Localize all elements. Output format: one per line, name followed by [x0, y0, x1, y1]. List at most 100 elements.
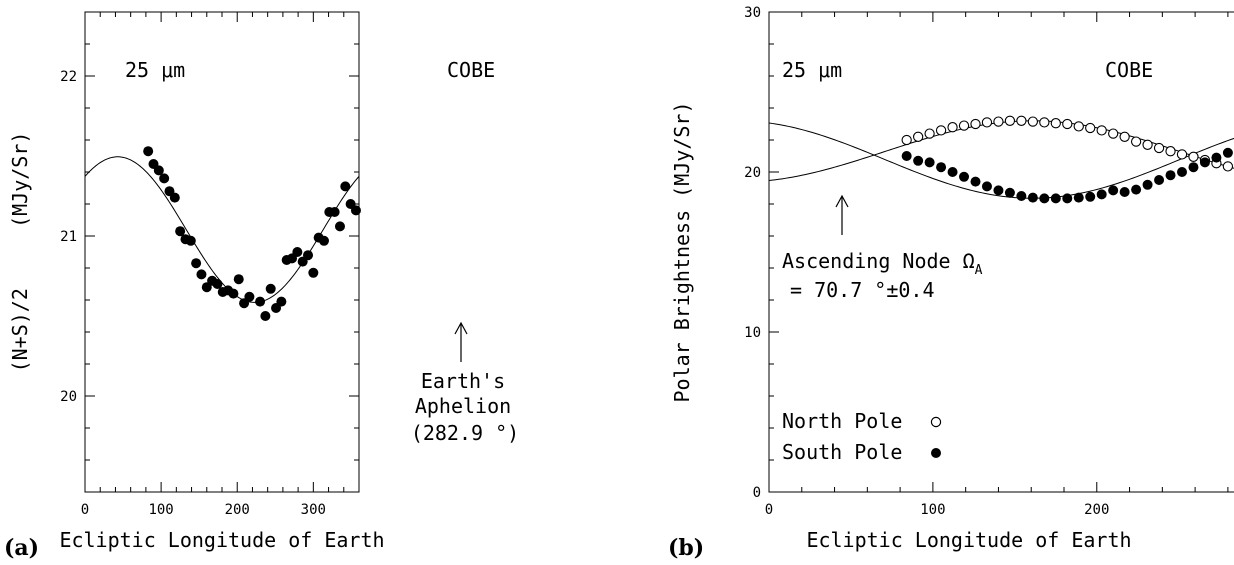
open-point-b: [1050, 118, 1061, 129]
legend-label-south-pole: South Pole: [782, 440, 902, 464]
open-point-b: [1142, 139, 1153, 150]
filled-point-a: [175, 226, 186, 237]
filled-point-b: [1004, 187, 1015, 198]
filled-point-b: [1062, 193, 1073, 204]
open-point-b: [1188, 151, 1199, 162]
filled-point-b: [1027, 192, 1038, 203]
filled-point-a: [255, 296, 266, 307]
ascending-node-arrow: [835, 194, 849, 235]
aphelion-arrow: [454, 321, 468, 362]
y-tick-label-a: 22: [60, 69, 77, 85]
x-axis-label-a: Ecliptic Longitude of Earth: [59, 528, 384, 552]
axes-b: 01002003000102030: [744, 5, 1229, 518]
y-tick-label-a: 20: [60, 389, 77, 405]
filled-point-b: [1142, 179, 1153, 190]
filled-point-a: [308, 267, 319, 278]
filled-point-b: [1050, 193, 1061, 204]
y-tick-label-b: 0: [753, 485, 761, 501]
open-point-b: [1096, 125, 1107, 136]
filled-point-a: [143, 146, 154, 157]
filled-point-b: [1119, 187, 1130, 197]
open-point-b: [1222, 161, 1234, 172]
model-curves-a: [84, 156, 360, 303]
filled-point-a: [159, 173, 170, 184]
filled-point-b: [1199, 157, 1210, 168]
filled-point-b: [993, 185, 1004, 196]
filled-point-a: [265, 283, 276, 294]
open-point-b: [924, 128, 935, 139]
panel-a: 0 100 200 300 20 21 22 25 μm COBE Earth's Aphe…: [4, 11, 519, 561]
instrument-label-a: COBE: [447, 58, 495, 82]
open-point-b: [1039, 117, 1050, 128]
wavelength-label-b: 25 μm: [782, 58, 842, 82]
ascending-node-label: Ascending Node ΩA: [782, 249, 983, 278]
filled-point-a: [153, 165, 164, 176]
open-point-b: [1085, 122, 1096, 134]
open-point-b: [958, 120, 970, 131]
filled-point-a: [169, 192, 180, 203]
y-tick-label-a: 21: [60, 229, 77, 245]
plot-frame-a: [84, 11, 360, 493]
open-point-b: [970, 118, 981, 130]
filled-point-b: [1222, 147, 1233, 158]
filled-point-a: [228, 288, 239, 299]
filled-point-a: [292, 247, 303, 257]
filled-point-b: [924, 157, 935, 168]
y-tick-label-b: 20: [744, 165, 761, 181]
filled-point-b: [1154, 175, 1165, 185]
filled-point-b: [959, 171, 970, 182]
filled-point-b: [981, 181, 992, 192]
filled-point-b: [901, 151, 912, 161]
filled-point-a: [276, 296, 287, 307]
legend-marker-south-pole: [931, 448, 941, 458]
open-point-b: [1027, 116, 1039, 127]
y-axis-label-a: (N+S)/2 (MJy/Sr): [8, 132, 32, 373]
filled-point-b: [1131, 184, 1142, 195]
panel-b: 01002003000102030 25 μm COBE Ascending N…: [668, 5, 1234, 561]
filled-point-b: [1211, 152, 1222, 163]
filled-point-a: [244, 291, 255, 302]
legend: North Pole South Pole: [782, 409, 942, 464]
x-tick-label-a: 0: [81, 502, 89, 518]
wavelength-label-a: 25 μm: [125, 58, 185, 82]
filled-point-a: [212, 279, 223, 289]
filled-point-b: [1177, 167, 1187, 177]
filled-point-a: [350, 205, 361, 216]
filled-point-b: [970, 176, 981, 187]
filled-point-b: [936, 162, 947, 173]
data-points-a: [143, 146, 361, 321]
filled-point-b: [1085, 191, 1096, 202]
open-point-b: [1130, 136, 1142, 147]
open-point-b: [912, 131, 924, 142]
filled-point-a: [185, 235, 196, 246]
open-point-b: [1153, 142, 1165, 154]
data-points-b: [901, 115, 1234, 204]
open-point-b: [1176, 149, 1188, 160]
filled-point-b: [1165, 170, 1176, 181]
filled-point-b: [913, 155, 924, 166]
panel-label-b: (b): [668, 535, 704, 561]
filled-point-a: [329, 207, 340, 217]
filled-point-a: [191, 258, 202, 269]
filled-point-b: [1016, 191, 1027, 201]
open-point-b: [947, 122, 958, 133]
y-tick-label-b: 30: [744, 5, 761, 21]
ascending-node-subscript: A: [975, 263, 983, 278]
filled-point-a: [334, 221, 345, 232]
open-point-b: [1119, 131, 1130, 142]
x-axis-label-b: Ecliptic Longitude of Earth: [806, 528, 1131, 552]
aphelion-label-line1: Earth's: [421, 369, 505, 393]
x-tick-label-a: 100: [148, 502, 173, 518]
x-tick-label-b: 200: [1084, 502, 1109, 518]
open-point-b: [1108, 128, 1119, 139]
open-point-b: [1004, 115, 1016, 126]
open-point-b: [1016, 115, 1027, 126]
filled-point-b: [1108, 185, 1119, 196]
legend-label-north-pole: North Pole: [782, 409, 902, 433]
aphelion-label-line3: (282.9 °): [411, 421, 519, 445]
panel-label-a: (a): [4, 535, 39, 561]
filled-point-b: [1073, 192, 1084, 203]
ascending-node-value: = 70.7 °±0.4: [790, 278, 935, 302]
filled-point-a: [260, 311, 271, 321]
